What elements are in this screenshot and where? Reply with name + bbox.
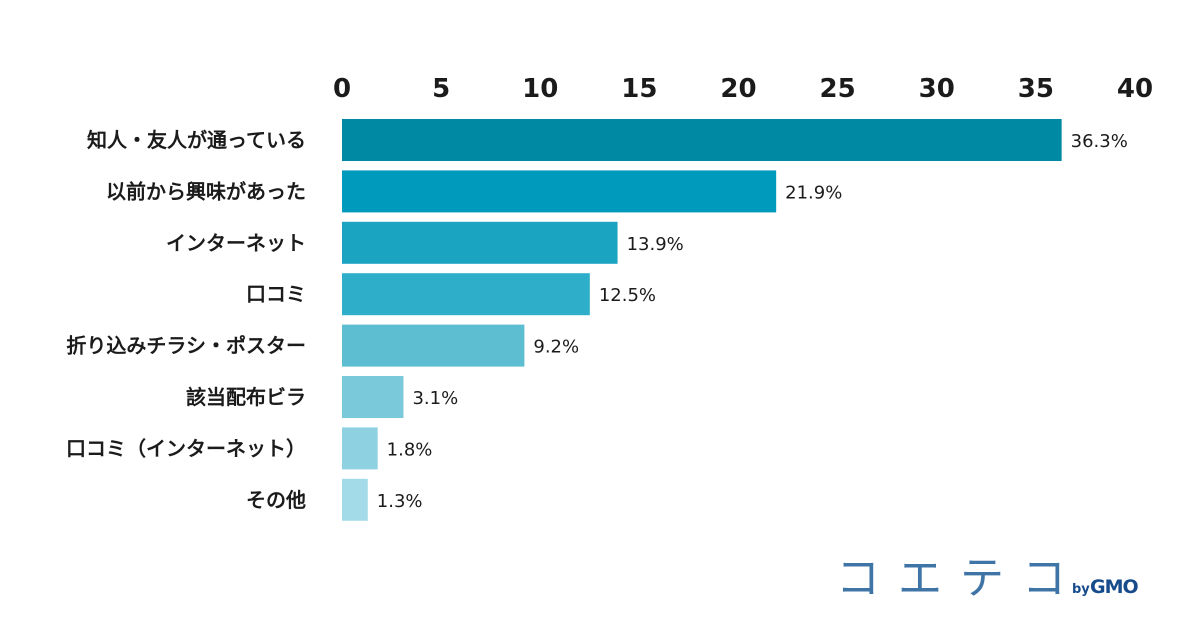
category-label: 以前から興味があった — [106, 179, 306, 203]
category-labels: 知人・友人が通っている以前から興味があったインターネット口コミ折り込みチラシ・ポ… — [66, 128, 306, 512]
x-tick-label: 0 — [333, 74, 351, 104]
value-label: 21.9% — [785, 182, 842, 203]
bar — [342, 427, 378, 470]
value-label: 1.8% — [387, 439, 433, 460]
value-label: 1.3% — [377, 491, 423, 512]
x-tick-label: 20 — [720, 74, 756, 104]
bar — [342, 170, 777, 213]
logo-by-text: by — [1072, 582, 1090, 597]
value-label: 12.5% — [599, 285, 656, 306]
x-tick-label: 40 — [1117, 74, 1153, 104]
gmo-logo-text: GMO — [1090, 576, 1139, 598]
category-label: その他 — [246, 488, 306, 512]
category-label: 口コミ（インターネット） — [66, 436, 306, 460]
x-tick-label: 15 — [621, 74, 657, 104]
value-label: 13.9% — [627, 234, 684, 255]
value-label: 36.3% — [1071, 131, 1128, 152]
x-tick-label: 30 — [919, 74, 955, 104]
bars — [342, 119, 1062, 521]
category-label: 折り込みチラシ・ポスター — [66, 334, 306, 358]
x-tick-label: 35 — [1018, 74, 1054, 104]
x-tick-label: 5 — [432, 74, 450, 104]
x-axis-ticks: 0 5 10 15 20 25 30 35 40 — [333, 74, 1153, 104]
bar — [342, 376, 404, 418]
value-label: 9.2% — [533, 337, 579, 358]
category-label: 口コミ — [246, 282, 306, 306]
category-label: インターネット — [166, 231, 306, 255]
x-tick-label: 10 — [522, 74, 558, 104]
logo: コエテコ by GMO — [836, 553, 1140, 604]
bar — [342, 324, 525, 367]
category-label: 該当配布ビラ — [186, 385, 306, 409]
logo-text: コエテコ — [836, 553, 1084, 604]
bar — [342, 119, 1062, 161]
bar — [342, 273, 590, 316]
value-labels: 36.3% 21.9% 13.9% 12.5% 9.2% 3.1% 1.8% 1.3% — [377, 131, 1128, 512]
category-label: 知人・友人が通っている — [87, 128, 306, 152]
bar — [342, 221, 618, 264]
bar — [342, 478, 368, 521]
value-label: 3.1% — [412, 388, 458, 409]
x-tick-label: 25 — [820, 74, 856, 104]
